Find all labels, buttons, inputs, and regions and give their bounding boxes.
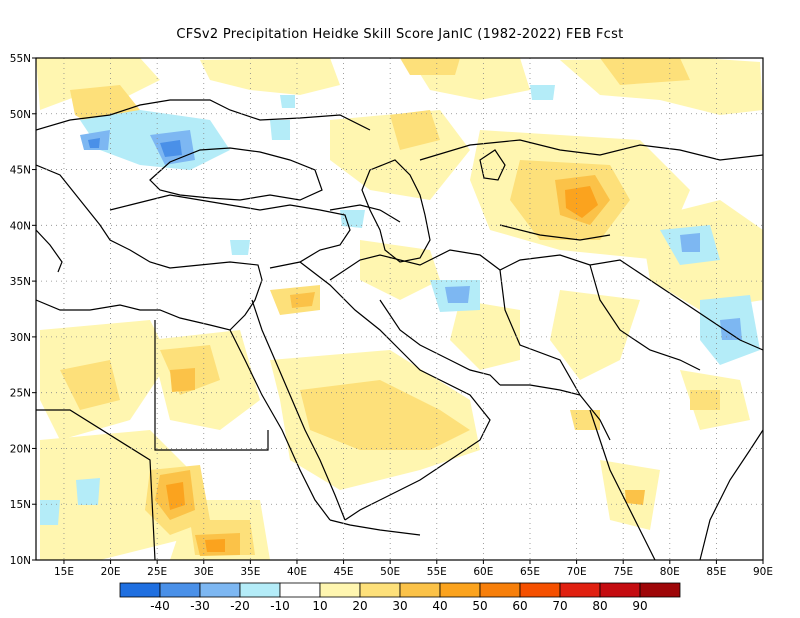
- x-tick-label: 85E: [706, 566, 726, 578]
- colorbar-label: -20: [230, 599, 250, 613]
- y-axis: 55N 50N 45N 40N 35N 30N 25N 20N 15N 10N: [10, 53, 36, 567]
- y-tick-label: 40N: [10, 220, 31, 232]
- colorbar-swatch: [599, 582, 641, 598]
- y-tick-label: 45N: [10, 165, 31, 177]
- colorbar-label: -40: [150, 599, 170, 613]
- colorbar-label: 30: [392, 599, 407, 613]
- x-tick-label: 65E: [520, 566, 540, 578]
- colorbar-label: 90: [632, 599, 647, 613]
- colorbar-swatch: [119, 582, 161, 598]
- colorbar-label: 20: [352, 599, 367, 613]
- coastlines: [36, 99, 763, 560]
- y-tick-label: 15N: [10, 499, 31, 511]
- colorbar-label: 80: [592, 599, 607, 613]
- colorbar-label: 10: [312, 599, 327, 613]
- y-tick-label: 10N: [10, 555, 31, 567]
- y-tick-label: 50N: [10, 109, 31, 121]
- x-tick-label: 35E: [240, 566, 260, 578]
- y-tick-label: 30N: [10, 332, 31, 344]
- x-tick-label: 75E: [613, 566, 633, 578]
- y-tick-label: 35N: [10, 276, 31, 288]
- colorbar-swatch: [519, 582, 561, 598]
- x-tick-label: 60E: [473, 566, 493, 578]
- x-tick-label: 55E: [427, 566, 447, 578]
- colorbar-swatch: [159, 582, 201, 598]
- grid-lines: [36, 58, 764, 560]
- x-tick-label: 90E: [753, 566, 773, 578]
- colorbar-swatch: [359, 582, 401, 598]
- x-tick-label: 30E: [194, 566, 214, 578]
- colorbar-swatch: [559, 582, 601, 598]
- map-frame: [35, 57, 764, 561]
- x-axis: 15E 20E 25E 30E 35E 40E 45E 50E 55E 60E 65E 70E 75E 8…: [54, 560, 773, 578]
- colorbar-swatch: [199, 582, 241, 598]
- x-tick-label: 15E: [54, 566, 74, 578]
- colorbar-label: -30: [190, 599, 210, 613]
- x-tick-label: 45E: [334, 566, 354, 578]
- x-tick-label: 25E: [147, 566, 167, 578]
- colorbar: -40 -30 -20 -10 10 20 30 40 50 60 70 80 90: [119, 582, 681, 613]
- colorbar-swatch: [239, 582, 281, 598]
- colorbar-swatch: [319, 582, 361, 598]
- colorbar-swatch: [439, 582, 481, 598]
- x-tick-label: 50E: [380, 566, 400, 578]
- x-tick-label: 80E: [660, 566, 680, 578]
- colorbar-swatch: [479, 582, 521, 598]
- y-tick-label: 20N: [10, 443, 31, 455]
- colorbar-label: 50: [472, 599, 487, 613]
- colorbar-swatch: [639, 582, 681, 598]
- x-tick-label: 70E: [567, 566, 587, 578]
- colorbar-swatch: [279, 582, 321, 598]
- y-tick-label: 55N: [10, 53, 31, 65]
- y-tick-label: 25N: [10, 388, 31, 400]
- colorbar-swatch: [399, 582, 441, 598]
- colorbar-label: 60: [512, 599, 527, 613]
- colorbar-label: 70: [552, 599, 567, 613]
- map-title: CFSv2 Precipitation Heidke Skill Score J…: [176, 27, 624, 42]
- colorbar-label: 40: [432, 599, 447, 613]
- colorbar-label: -10: [270, 599, 290, 613]
- x-tick-label: 40E: [287, 566, 307, 578]
- x-tick-label: 20E: [101, 566, 121, 578]
- skill-field: [36, 58, 763, 560]
